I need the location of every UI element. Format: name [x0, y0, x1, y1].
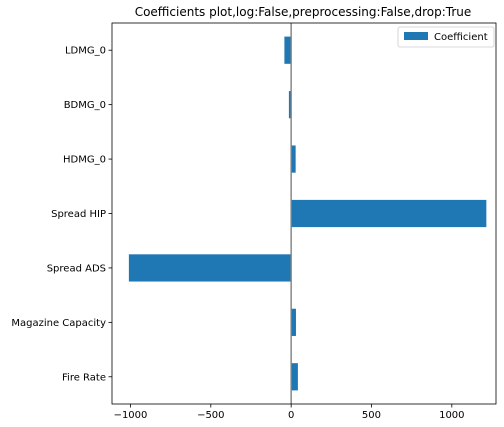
x-axis: −1000 −500 0 500 1000: [114, 404, 465, 421]
bar-ldmg-0: [284, 36, 292, 64]
bar-magazine-capacity: [291, 308, 296, 336]
x-tick-label: 1000: [439, 410, 464, 421]
y-tick-label: Spread HIP: [51, 209, 106, 220]
y-tick-label: Magazine Capacity: [11, 318, 106, 329]
bars-group: [128, 36, 487, 391]
legend-swatch: [404, 32, 428, 40]
x-tick-label: −1000: [114, 410, 148, 421]
bar-spread-hip: [291, 199, 487, 228]
y-tick-label: HDMG_0: [63, 155, 106, 166]
y-axis: Fire Rate Magazine Capacity Spread ADS Spre…: [11, 46, 112, 383]
bar-hdmg-0: [291, 145, 296, 173]
bar-spread-ads: [128, 254, 292, 282]
legend-label: Coefficient: [434, 32, 488, 43]
y-tick-label: LDMG_0: [65, 46, 106, 57]
bar-bdmg-0: [288, 91, 292, 119]
y-tick-label: Spread ADS: [47, 263, 106, 274]
chart-title: Coefficients plot,log:False,preprocessin…: [135, 5, 472, 19]
x-tick-label: 500: [362, 410, 381, 421]
legend: Coefficient: [397, 26, 495, 48]
bar-fire-rate: [291, 363, 298, 391]
y-tick-label: Fire Rate: [62, 372, 106, 383]
y-tick-label: BDMG_0: [64, 100, 106, 111]
x-tick-label: 0: [288, 410, 294, 421]
x-tick-label: −500: [197, 410, 224, 421]
